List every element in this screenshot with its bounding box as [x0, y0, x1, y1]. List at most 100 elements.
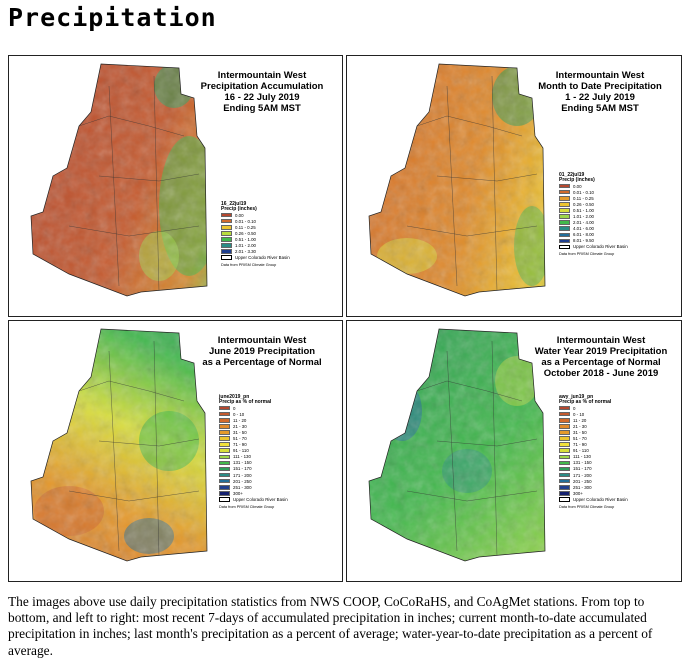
legend-item: 1.01 - 2.00 [221, 242, 290, 248]
legend-item-basin: Upper Colorado River Basin [559, 244, 628, 250]
map-legend: 01_22jul19 Precip (inches) 0.00 0.01 - 0.10… [559, 173, 628, 257]
legend-label: 111 - 130 [573, 454, 591, 460]
legend-swatch [559, 405, 570, 411]
legend-item: 0 - 10 [219, 411, 288, 417]
legend-item: 2.01 - 4.00 [559, 220, 628, 226]
legend-label: 11 - 20 [573, 417, 587, 423]
legend-label: 2.01 - 3.30 [235, 249, 256, 255]
legend-item: 51 - 70 [219, 435, 288, 441]
legend-swatch [219, 417, 230, 423]
legend-label: 111 - 130 [233, 454, 251, 460]
legend-layer-name: awy_jun19_pn [559, 394, 594, 400]
legend-item: 0.01 - 0.10 [221, 218, 290, 224]
legend-swatch [559, 238, 570, 244]
legend-label: 0.51 - 1.00 [235, 236, 256, 242]
legend-item: 251 - 300 [559, 484, 628, 490]
legend-header: Precip (inches) [221, 206, 257, 212]
legend-swatch [221, 237, 232, 242]
legend-label: 4.01 - 6.00 [573, 226, 594, 232]
legend-swatch [559, 448, 570, 453]
legend-swatch [559, 411, 570, 417]
legend-header: Precip (inches) [559, 177, 595, 183]
legend-label: 251 - 300 [573, 484, 592, 490]
legend-item: 51 - 70 [559, 435, 628, 441]
legend-item: 151 - 170 [219, 466, 288, 472]
legend-swatch [219, 436, 230, 441]
legend-item: 91 - 110 [559, 448, 628, 454]
map-panel-7day-accumulation: Intermountain West Precipitation Accumul… [8, 55, 343, 317]
legend-item: 0.26 - 0.50 [221, 230, 290, 236]
basin-outline-swatch [559, 497, 570, 502]
legend-label: 0 - 10 [233, 411, 245, 417]
legend-label: 51 - 70 [233, 436, 247, 442]
legend-label: 0.01 - 0.10 [235, 218, 256, 224]
legend-item: 0 [219, 405, 288, 411]
legend-swatch [219, 484, 230, 490]
legend-item: 151 - 170 [559, 466, 628, 472]
legend-swatch [559, 442, 570, 447]
legend-label: 91 - 110 [233, 448, 249, 454]
legend-label: 71 - 90 [233, 442, 247, 448]
map-panel-water-year-percent-normal: Intermountain West Water Year 2019 Preci… [346, 320, 682, 582]
legend-label: 0 [233, 405, 236, 411]
legend-label: 0.01 - 0.10 [573, 189, 594, 195]
panel-title-line: October 2018 - June 2019 [543, 368, 659, 379]
legend-label: 0.00 [573, 183, 582, 189]
legend-item: 21 - 30 [559, 423, 628, 429]
legend-label: 2.01 - 4.00 [573, 220, 594, 226]
legend-label: 0.51 - 1.00 [573, 207, 594, 213]
legend-label: 91 - 110 [573, 448, 589, 454]
legend-label: 11 - 20 [233, 417, 247, 423]
legend-label: 71 - 90 [573, 442, 587, 448]
panel-title-line: Intermountain West [217, 70, 307, 81]
legend-item: 300+ [219, 490, 288, 496]
legend-swatch [559, 232, 570, 238]
panel-title-line: Ending 5AM MST [561, 103, 639, 114]
legend-swatch [219, 472, 230, 478]
panel-title-line: as a Percentage of Normal [202, 357, 322, 368]
legend-swatch [559, 202, 570, 207]
legend-item: 171 - 200 [559, 472, 628, 478]
panel-title: Intermountain West Water Year 2019 Preci… [525, 335, 677, 379]
map-legend: june2019_pn Precip as % of normal 0 0 - 10 1… [219, 395, 288, 510]
legend-swatch [559, 220, 570, 225]
map-legend: awy_jun19_pn Precip as % of normal 0 0 - 10… [559, 395, 628, 510]
legend-swatch [221, 212, 232, 218]
legend-item: 251 - 300 [219, 484, 288, 490]
legend-item: 4.01 - 6.00 [559, 226, 628, 232]
panel-title: Intermountain West Month to Date Precipi… [525, 70, 675, 114]
legend-label: 1.01 - 2.00 [573, 214, 594, 220]
legend-swatch [219, 430, 230, 435]
legend-swatch [559, 189, 570, 195]
legend-label: 131 - 150 [573, 460, 592, 466]
legend-swatch [559, 472, 570, 478]
legend-swatch [219, 448, 230, 453]
legend-label: 201 - 250 [233, 478, 252, 484]
legend-item: 0.00 [221, 212, 290, 218]
legend-item: 171 - 200 [219, 472, 288, 478]
legend-item: 0.11 - 0.25 [221, 224, 290, 230]
legend-item: 111 - 130 [219, 454, 288, 460]
precip-map-image [368, 63, 546, 297]
legend-item: 21 - 30 [219, 423, 288, 429]
data-credit: Data from PRISM Climate Group [559, 504, 615, 509]
legend-item: 0.00 [559, 183, 628, 189]
legend-label: 131 - 150 [233, 460, 252, 466]
legend-label: 300+ [233, 490, 243, 496]
panel-title-line: as a Percentage of Normal [541, 357, 661, 368]
legend-label: 51 - 70 [573, 436, 587, 442]
panel-title-line: 16 - 22 July 2019 [224, 92, 300, 103]
basin-outline-swatch [221, 255, 232, 260]
legend-header: Precip as % of normal [559, 399, 612, 405]
legend-header: Precip as % of normal [219, 399, 272, 405]
legend-swatch [559, 195, 570, 201]
legend-label: 21 - 30 [233, 423, 247, 429]
legend-label: Upper Colorado River Basin [233, 496, 288, 502]
legend-label: 0 - 10 [573, 411, 585, 417]
legend-item: 201 - 250 [219, 478, 288, 484]
legend-swatch [219, 454, 230, 460]
legend-item: 201 - 250 [559, 478, 628, 484]
legend-item: 0.51 - 1.00 [559, 207, 628, 213]
legend-label: 31 - 50 [233, 429, 247, 435]
legend-label: 0.11 - 0.25 [235, 224, 256, 230]
